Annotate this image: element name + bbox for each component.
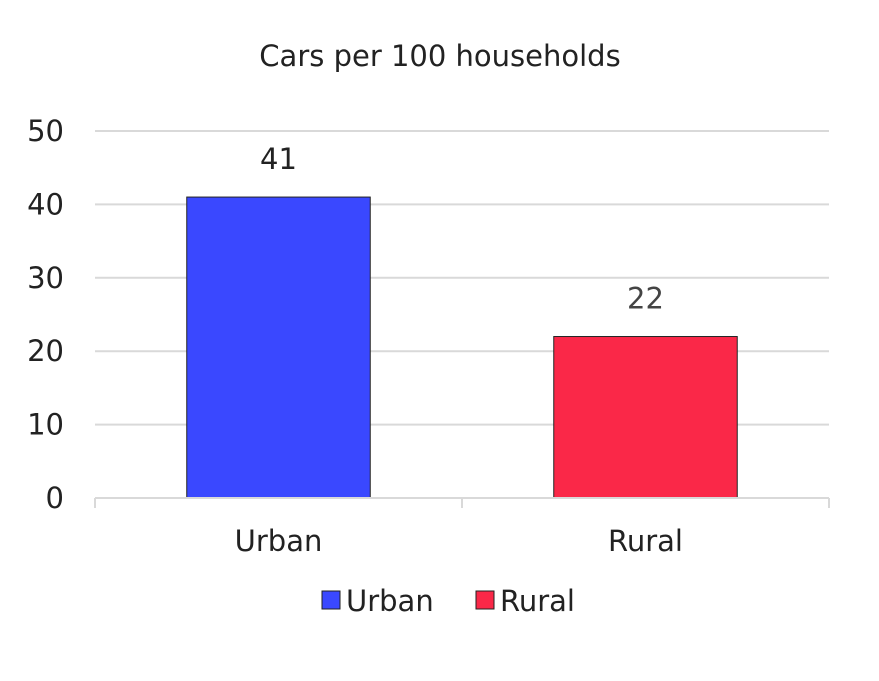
y-tick-label-40: 40 bbox=[27, 187, 64, 221]
y-tick-label-30: 30 bbox=[27, 261, 64, 295]
category-labels: Urban Rural bbox=[235, 524, 683, 558]
data-label-rural: 22 bbox=[627, 282, 664, 316]
legend-label-rural: Rural bbox=[500, 584, 575, 618]
y-tick-label-50: 50 bbox=[27, 114, 64, 148]
category-label-rural: Rural bbox=[608, 524, 683, 558]
legend-swatch-rural bbox=[475, 590, 495, 610]
legend-label-urban: Urban bbox=[346, 584, 434, 618]
legend: Urban Rural bbox=[321, 584, 575, 618]
category-label-urban: Urban bbox=[235, 524, 323, 558]
data-labels: 41 22 bbox=[260, 142, 664, 315]
data-label-urban: 41 bbox=[260, 142, 297, 176]
y-tick-label-0: 0 bbox=[46, 481, 64, 515]
legend-swatch-urban bbox=[321, 590, 341, 610]
chart-title: Cars per 100 households bbox=[259, 39, 620, 73]
x-axis bbox=[94, 497, 830, 508]
bars bbox=[186, 196, 738, 499]
y-tick-label-20: 20 bbox=[27, 334, 64, 368]
y-axis-tick-labels: 0 10 20 30 40 50 bbox=[27, 114, 64, 515]
bar-urban bbox=[186, 196, 371, 499]
bar-rural bbox=[553, 336, 738, 499]
y-tick-label-10: 10 bbox=[27, 408, 64, 442]
